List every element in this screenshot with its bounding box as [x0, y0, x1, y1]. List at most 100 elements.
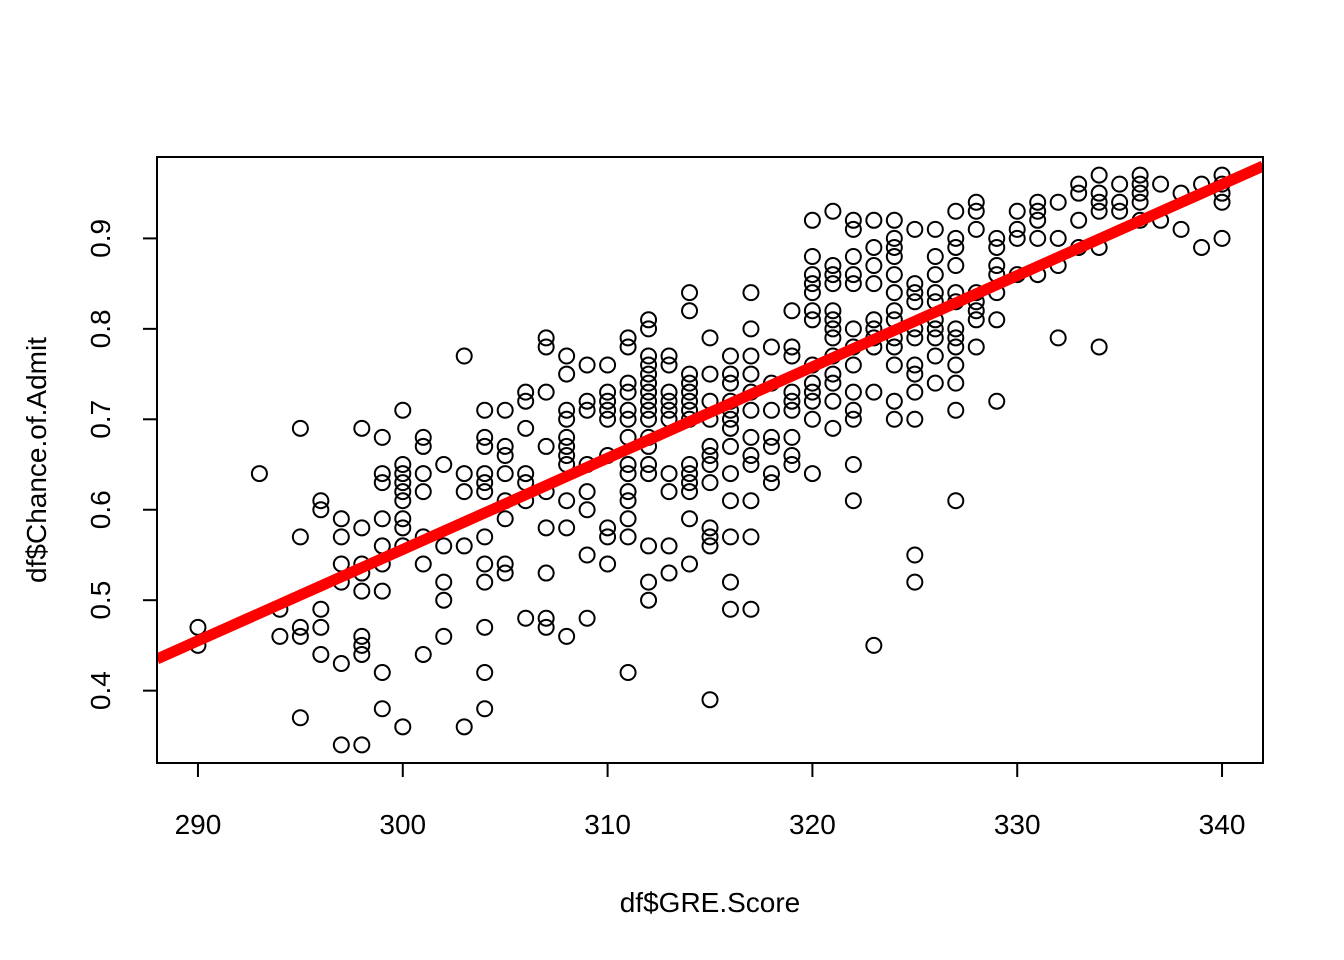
data-point	[762, 437, 780, 455]
data-point	[681, 555, 699, 573]
data-point	[619, 374, 637, 392]
data-point	[640, 537, 658, 555]
data-point	[394, 483, 412, 501]
data-point	[988, 229, 1006, 247]
data-point	[496, 555, 514, 573]
data-point	[844, 320, 862, 338]
y-tick-label: 0.8	[85, 309, 116, 348]
data-point	[783, 347, 801, 365]
data-point	[578, 401, 596, 419]
data-point	[947, 202, 965, 220]
data-point	[455, 718, 473, 736]
data-point	[783, 446, 801, 464]
data-point	[640, 591, 658, 609]
data-point	[701, 537, 719, 555]
data-point	[906, 329, 924, 347]
data-point	[373, 582, 391, 600]
data-point	[926, 320, 944, 338]
data-point	[947, 401, 965, 419]
data-point	[660, 392, 678, 410]
data-point	[558, 627, 576, 645]
data-point	[271, 627, 289, 645]
data-point	[1193, 238, 1211, 256]
data-point	[332, 736, 350, 754]
x-tick-label: 330	[994, 809, 1041, 840]
data-point	[537, 609, 555, 627]
data-point	[496, 465, 514, 483]
data-point	[947, 329, 965, 347]
data-point	[681, 392, 699, 410]
data-point	[640, 465, 658, 483]
data-point	[1090, 166, 1108, 184]
data-point	[599, 401, 617, 419]
data-point	[558, 365, 576, 383]
data-point	[578, 501, 596, 519]
data-point	[619, 383, 637, 401]
data-point	[414, 465, 432, 483]
data-point	[1029, 211, 1047, 229]
data-point	[578, 483, 596, 501]
data-point	[558, 401, 576, 419]
data-point	[660, 483, 678, 501]
data-point	[844, 211, 862, 229]
data-point	[537, 437, 555, 455]
data-point	[414, 428, 432, 446]
data-point	[435, 591, 453, 609]
data-point	[578, 546, 596, 564]
data-point	[721, 492, 739, 510]
x-tick-label: 310	[584, 809, 631, 840]
data-point	[558, 347, 576, 365]
data-point	[762, 465, 780, 483]
data-point	[885, 238, 903, 256]
data-point	[742, 320, 760, 338]
data-point	[435, 537, 453, 555]
data-point	[1008, 220, 1026, 238]
data-point	[967, 193, 985, 211]
data-point	[332, 510, 350, 528]
data-point	[291, 618, 309, 636]
data-point	[844, 275, 862, 293]
data-point	[803, 247, 821, 265]
data-point	[619, 456, 637, 474]
data-point	[1008, 229, 1026, 247]
data-point	[640, 573, 658, 591]
data-point	[640, 410, 658, 428]
data-point	[476, 573, 494, 591]
y-tick-label: 0.9	[85, 219, 116, 258]
data-point	[742, 446, 760, 464]
data-point	[476, 555, 494, 573]
data-point	[762, 338, 780, 356]
data-point	[824, 419, 842, 437]
data-point	[721, 528, 739, 546]
data-point	[1111, 202, 1129, 220]
data-point	[476, 700, 494, 718]
data-point	[394, 456, 412, 474]
data-point	[803, 374, 821, 392]
x-tick-label: 290	[175, 809, 222, 840]
data-point	[824, 302, 842, 320]
data-point	[394, 401, 412, 419]
data-point	[1213, 229, 1231, 247]
data-point	[824, 266, 842, 284]
data-point	[742, 284, 760, 302]
data-point	[906, 275, 924, 293]
data-point	[373, 510, 391, 528]
data-point	[1070, 184, 1088, 202]
data-point	[599, 410, 617, 428]
data-point	[721, 600, 739, 618]
data-point	[619, 483, 637, 501]
data-point	[517, 609, 535, 627]
data-point	[926, 220, 944, 238]
data-point	[312, 618, 330, 636]
data-point	[947, 374, 965, 392]
data-point	[640, 365, 658, 383]
data-point	[681, 383, 699, 401]
data-point	[455, 537, 473, 555]
data-point	[681, 284, 699, 302]
data-point	[926, 374, 944, 392]
data-point	[742, 401, 760, 419]
data-point	[394, 510, 412, 528]
data-point	[926, 247, 944, 265]
data-point	[1049, 329, 1067, 347]
data-point	[1131, 193, 1149, 211]
